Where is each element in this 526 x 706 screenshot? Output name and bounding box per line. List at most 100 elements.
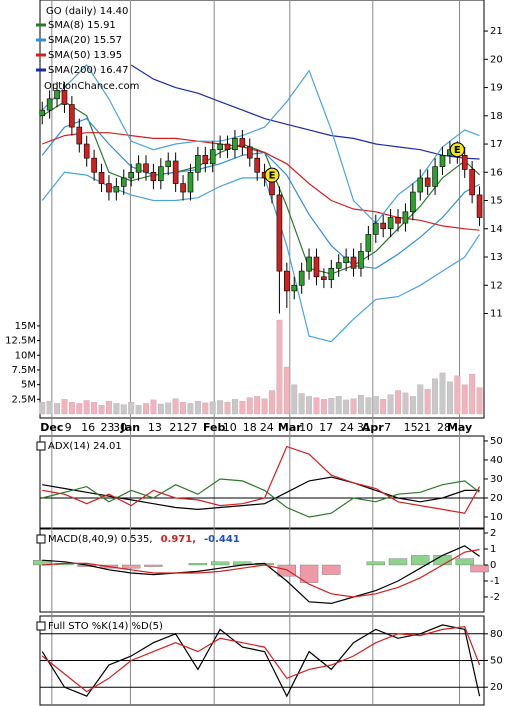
volume-bar <box>194 400 201 415</box>
title-part: -0.441 <box>204 534 240 545</box>
candle-body <box>143 163 149 173</box>
volume-bar <box>91 402 98 415</box>
volume-bar <box>276 319 283 415</box>
candle-body <box>187 171 194 193</box>
y-tick-label: 2 <box>490 528 496 539</box>
y-tick-label: 11 <box>490 309 503 320</box>
x-tick-label: 21 <box>169 421 183 434</box>
histogram-bar <box>366 561 385 566</box>
y-tick-label: 17 <box>490 139 503 150</box>
volume-bar <box>424 389 431 415</box>
panel-title: ADX(14) 24.01 <box>48 441 122 452</box>
y-tick-label: 21 <box>490 26 503 37</box>
x-tick-label: 15 <box>404 421 418 434</box>
panel-title: MACD(8,40,9) 0.535, 0.971, -0.441 <box>48 534 240 545</box>
candle-body <box>39 109 46 117</box>
candle-body <box>321 276 327 280</box>
x-tick-label: Jan <box>120 421 140 434</box>
volume-bar <box>476 387 483 415</box>
y-tick-label: -1 <box>490 576 500 587</box>
x-tick-label: Mar <box>278 421 302 434</box>
y-tick-label: 20 <box>490 54 503 65</box>
candle-body <box>328 268 335 280</box>
candle-body <box>387 217 394 230</box>
histogram-bar <box>277 564 296 577</box>
candle-body <box>224 143 231 150</box>
y-tick-label: 20 <box>490 682 503 693</box>
candle-body <box>54 90 60 100</box>
candle-body <box>46 98 53 111</box>
volume-bar <box>343 399 350 415</box>
legend-label: SMA(8) 15.91 <box>48 20 116 31</box>
x-tick-label: 16 <box>81 421 95 434</box>
x-tick-label: 23 <box>100 421 114 434</box>
volume-bar <box>202 402 209 415</box>
volume-bar <box>187 403 194 415</box>
candle-body <box>372 222 379 235</box>
event-marker <box>264 167 280 183</box>
indicator-line <box>130 64 480 160</box>
volume-bar <box>432 378 439 415</box>
volume-bar <box>165 402 172 415</box>
volume-bar <box>269 390 275 415</box>
volume-bar <box>380 399 387 415</box>
volume-bar <box>446 381 453 415</box>
title-part: MACD(8,40,9) 0.535, <box>48 534 153 545</box>
volume-tick-label: 10M <box>15 350 36 361</box>
x-tick-label: 24 <box>260 421 274 434</box>
x-tick-label: 31 <box>357 421 371 434</box>
legend-swatch <box>36 534 46 544</box>
candle-body <box>410 191 416 213</box>
histogram-bar <box>411 555 430 566</box>
candle-body <box>113 186 120 193</box>
candle-body <box>380 222 386 230</box>
histogram-bar <box>322 564 341 575</box>
candle-body <box>180 183 186 193</box>
histogram-bar <box>433 555 452 566</box>
x-tick-label: 17 <box>319 421 333 434</box>
volume-bar <box>439 372 446 415</box>
volume-bar <box>328 397 335 415</box>
candle-body <box>135 163 142 173</box>
volume-bar <box>417 384 424 415</box>
volume-tick-label: 2.5M <box>11 394 36 405</box>
candle-body <box>165 160 172 167</box>
volume-tick-label: 12.5M <box>5 336 36 347</box>
y-tick-label: 18 <box>490 111 503 122</box>
volume-bar <box>54 403 60 415</box>
volume-bar <box>135 405 142 415</box>
histogram-bar <box>188 563 208 566</box>
event-label: E <box>454 145 461 156</box>
candle-body <box>476 194 483 218</box>
volume-bar <box>39 402 46 415</box>
y-tick-label: 1 <box>490 544 496 555</box>
candle-body <box>313 256 320 278</box>
y-tick-label: 15 <box>490 196 503 207</box>
x-tick-label: 13 <box>148 421 162 434</box>
candle-body <box>417 177 424 193</box>
indicator-line <box>42 445 481 514</box>
candle-body <box>424 177 431 187</box>
volume-bar <box>113 403 120 415</box>
y-tick-label: 80 <box>490 629 503 640</box>
x-tick-label: Feb <box>203 421 226 434</box>
candle-body <box>350 256 357 269</box>
volume-bar <box>209 401 216 415</box>
candle-body <box>239 138 246 148</box>
candle-body <box>172 160 179 184</box>
volume-bar <box>395 390 401 415</box>
candle-body <box>343 256 349 263</box>
y-tick-label: 16 <box>490 167 503 178</box>
indicator-line <box>41 626 481 693</box>
panel-frame <box>39 435 485 529</box>
panel-title: Full STO %K(14) %D(5) <box>48 621 163 632</box>
x-tick-label: 10 <box>223 421 237 434</box>
volume-bar <box>83 400 90 415</box>
candle-body <box>254 157 260 173</box>
histogram-bar <box>210 561 230 566</box>
event-marker <box>449 142 465 158</box>
volume-bar <box>291 384 298 415</box>
candle-body <box>402 211 409 224</box>
volume-bar <box>76 403 83 415</box>
